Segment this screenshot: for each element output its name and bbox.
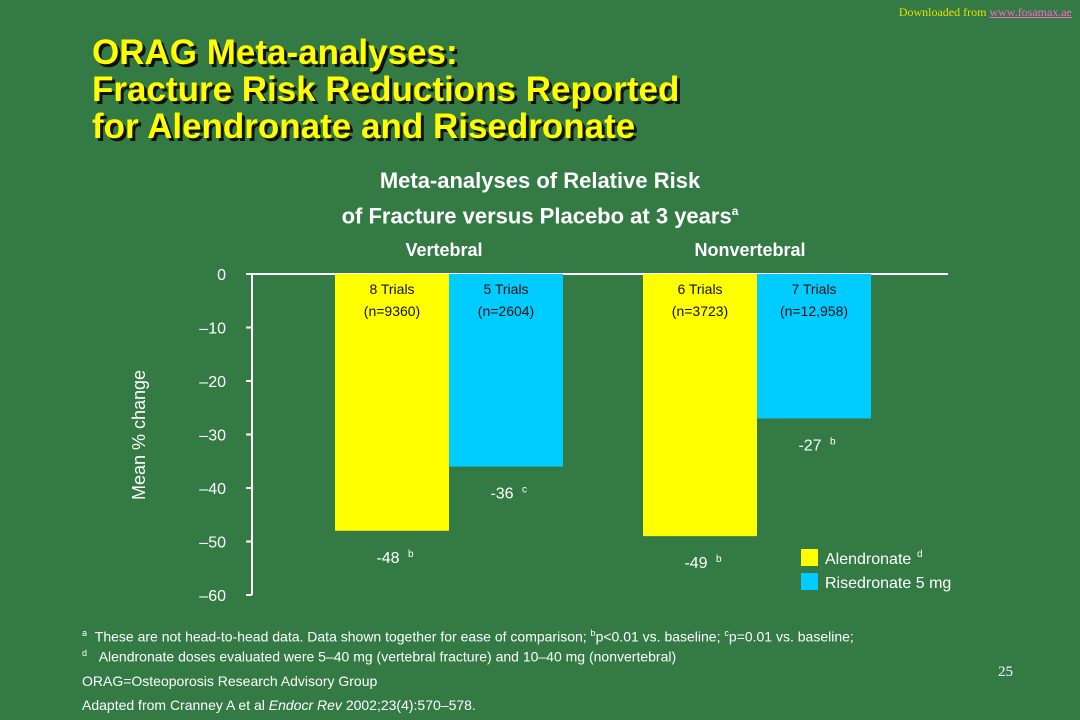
- legend-label: Alendronate: [825, 551, 911, 568]
- slide-title-line-1: ORAG Meta-analyses:: [92, 33, 458, 72]
- bar-trials-label: 7 Trials: [791, 281, 836, 297]
- slide-title-line-3: for Alendronate and Risedronate: [92, 107, 636, 146]
- bar-value-label: -36: [490, 486, 513, 503]
- legend-label: Risedronate 5 mg: [825, 575, 951, 592]
- bar-trials-label: 5 Trials: [483, 281, 528, 297]
- bar-value-label: -49: [684, 555, 707, 572]
- source-prefix: Adapted from Cranney A et al: [82, 697, 269, 713]
- bar-value-label: -27: [798, 437, 821, 454]
- y-tick-label: –20: [199, 374, 226, 391]
- footnote-d: d Alendronate doses evaluated were 5–40 …: [82, 648, 676, 665]
- category-label: Vertebral: [405, 240, 482, 260]
- slide-title-line-2: Fracture Risk Reductions Reported: [92, 70, 680, 109]
- y-tick-label: –40: [199, 481, 226, 498]
- slide-title: ORAG Meta-analyses: Fracture Risk Reduct…: [92, 34, 679, 145]
- bar-value-sup: b: [716, 554, 722, 565]
- footnote-d-sup: d: [82, 648, 88, 658]
- bar-n-label: (n=3723): [672, 303, 728, 319]
- bar-n-label: (n=12,958): [780, 303, 848, 319]
- footnote-b-text: p<0.01 vs. baseline;: [595, 628, 725, 645]
- bar-value-sup: b: [830, 436, 836, 447]
- bar-value-sup: b: [408, 549, 414, 560]
- footnote-orag: ORAG=Osteoporosis Research Advisory Grou…: [82, 673, 378, 689]
- source-suffix: 2002;23(4):570–578.: [341, 697, 476, 713]
- bar: [643, 274, 757, 537]
- footnote-c-text: p=0.01 vs. baseline;: [728, 628, 854, 645]
- bar: [335, 274, 449, 531]
- y-axis-label: Mean % change: [129, 370, 149, 500]
- watermark-link[interactable]: www.fosamax.ae: [989, 5, 1072, 19]
- y-tick-label: –30: [199, 428, 226, 445]
- source-journal: Endocr Rev: [268, 697, 342, 713]
- watermark: Downloaded from www.fosamax.ae: [899, 5, 1072, 20]
- bar-value-sup: c: [522, 485, 527, 496]
- category-label: Nonvertebral: [694, 240, 805, 260]
- legend-label-sup: d: [917, 549, 923, 560]
- bar: [757, 274, 871, 419]
- bar: [449, 274, 563, 467]
- footnote-source: Adapted from Cranney A et al Endocr Rev …: [82, 697, 476, 713]
- bar-trials-label: 8 Trials: [369, 281, 414, 297]
- slide-number: 25: [998, 664, 1013, 680]
- chart-title-line-2-text: of Fracture versus Placebo at 3 years: [341, 203, 732, 229]
- legend-swatch: [801, 573, 818, 590]
- y-tick-label: 0: [217, 267, 226, 284]
- chart-title-line-1: Meta-analyses of Relative Risk: [379, 168, 701, 193]
- y-tick-label: –50: [199, 535, 226, 552]
- chart-title-sup: a: [731, 204, 739, 218]
- bar-n-label: (n=2604): [478, 303, 534, 319]
- watermark-prefix: Downloaded from: [898, 5, 990, 19]
- bar-n-label: (n=9360): [364, 303, 420, 319]
- footnote-b-sup: b: [590, 628, 596, 638]
- footnote-c-sup: c: [724, 628, 729, 638]
- bar-value-label: -48: [376, 550, 399, 567]
- bar-trials-label: 6 Trials: [677, 281, 722, 297]
- footnote-a-text: These are not head-to-head data. Data sh…: [94, 628, 591, 645]
- footnote-a: a These are not head-to-head data. Data …: [82, 628, 854, 645]
- chart-title: Meta-analyses of Relative Risk of Fractu…: [240, 165, 840, 231]
- footnote-d-text: Alendronate doses evaluated were 5–40 mg…: [98, 648, 677, 665]
- footnote-a-sup: a: [82, 628, 88, 638]
- y-tick-label: –10: [199, 321, 226, 338]
- legend-swatch: [801, 549, 818, 566]
- chart-title-line-2: of Fracture versus Placebo at 3 yearsa: [240, 196, 840, 231]
- y-tick-label: –60: [199, 588, 226, 605]
